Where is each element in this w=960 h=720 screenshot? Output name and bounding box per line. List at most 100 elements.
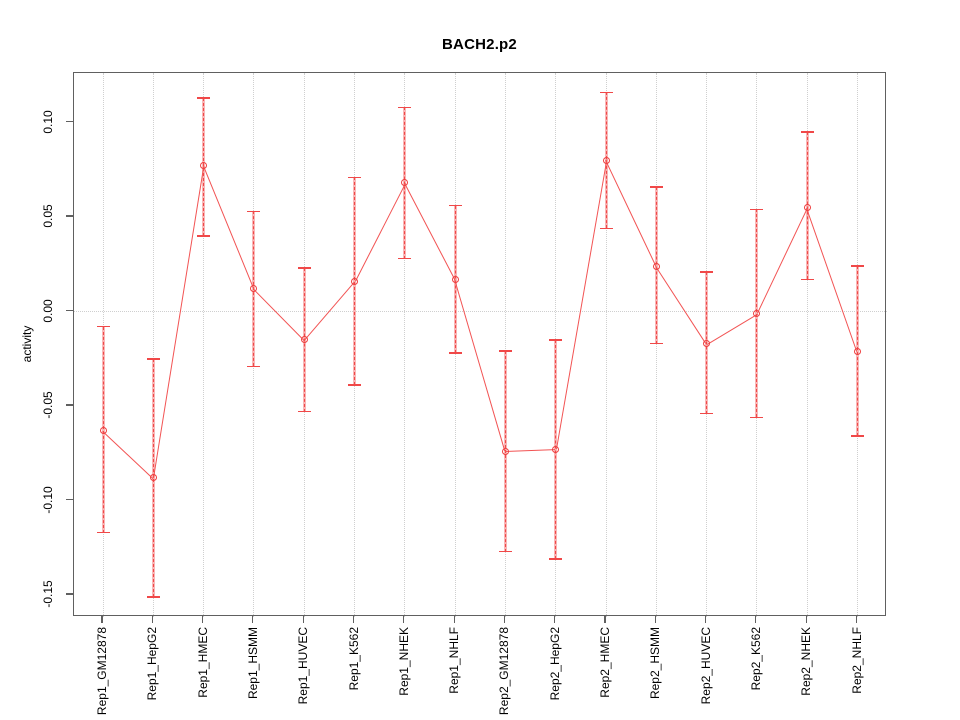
x-tick-label: Rep2_K562	[748, 627, 763, 691]
v-gridline	[203, 73, 205, 617]
x-tick-label: Rep2_NHEK	[799, 627, 814, 696]
data-point	[854, 347, 861, 355]
line-segment	[202, 165, 254, 290]
line-segment	[756, 207, 809, 314]
x-tick-label: Rep1_NHEK	[396, 627, 411, 696]
plot-area	[73, 72, 887, 617]
v-gridline	[504, 73, 506, 617]
x-tick-label: Rep2_HUVEC	[698, 627, 713, 705]
error-cap-bottom	[498, 550, 512, 553]
error-cap-bottom	[649, 342, 663, 345]
y-axis-title: activity	[20, 325, 34, 363]
line-segment	[253, 288, 305, 341]
data-point	[351, 277, 358, 285]
data-point	[652, 262, 660, 270]
error-cap-bottom	[247, 365, 261, 368]
x-tick	[151, 616, 153, 623]
x-tick	[101, 616, 103, 623]
y-tick	[66, 309, 73, 312]
error-cap-top	[750, 208, 764, 211]
x-tick	[755, 616, 757, 623]
x-tick	[453, 616, 455, 623]
error-cap-bottom	[297, 410, 311, 413]
data-point	[501, 447, 509, 455]
data-point	[149, 474, 157, 482]
data-point	[250, 285, 258, 293]
error-cap-top	[348, 176, 361, 179]
error-cap-top	[851, 265, 864, 267]
x-tick	[503, 616, 505, 623]
error-cap-bottom	[448, 352, 462, 354]
error-cap-top	[700, 271, 714, 273]
y-tick-label: -0.15	[41, 580, 55, 608]
line-segment	[354, 182, 406, 282]
data-point	[602, 156, 610, 164]
x-tick	[554, 616, 556, 623]
line-segment	[505, 449, 556, 453]
y-tick	[66, 593, 73, 595]
x-tick-label: Rep1_GM12878	[95, 627, 109, 716]
error-cap-top	[549, 339, 563, 341]
line-segment	[605, 160, 657, 267]
error-cap-bottom	[599, 227, 613, 230]
x-tick-label: Rep1_HepG2	[145, 627, 160, 701]
v-gridline	[655, 73, 657, 617]
data-point	[300, 336, 308, 344]
x-tick	[855, 616, 858, 623]
data-point	[803, 204, 811, 212]
y-tick	[66, 120, 73, 123]
y-tick	[66, 498, 73, 501]
y-tick	[66, 215, 73, 217]
x-tick-label: Rep1_HUVEC	[296, 627, 311, 705]
x-tick	[604, 616, 606, 623]
line-segment	[706, 313, 758, 345]
data-point	[552, 445, 560, 453]
x-tick-label: Rep2_GM12878	[497, 627, 512, 716]
x-tick	[202, 616, 204, 623]
data-point	[451, 275, 459, 283]
data-point	[200, 162, 208, 170]
y-tick-label: 0.10	[41, 109, 55, 134]
error-cap-top	[448, 204, 462, 207]
x-tick-label: Rep2_HSMM	[648, 627, 663, 700]
y-tick-label: 0.00	[41, 298, 55, 323]
data-point	[753, 309, 761, 317]
error-cap-bottom	[549, 558, 563, 560]
v-gridline	[152, 73, 154, 617]
y-tick	[66, 404, 73, 406]
error-cap-top	[649, 186, 663, 188]
error-cap-bottom	[197, 235, 211, 237]
line-segment	[153, 165, 205, 478]
data-point	[401, 179, 409, 187]
zero-gridline	[74, 311, 887, 312]
y-tick-label: 0.05	[41, 204, 55, 228]
data-point	[703, 340, 711, 348]
line-segment	[655, 266, 707, 345]
x-tick-label: Rep1_NHLF	[447, 627, 462, 694]
x-tick	[654, 616, 656, 623]
data-point	[99, 427, 107, 435]
v-gridline	[404, 73, 406, 617]
y-tick-label: -0.05	[41, 391, 55, 419]
x-tick-label: Rep2_HMEC	[598, 627, 612, 698]
y-tick-label: -0.10	[41, 485, 55, 514]
x-tick	[252, 616, 254, 623]
error-cap-bottom	[800, 278, 814, 281]
error-cap-top	[498, 350, 512, 352]
x-tick-label: Rep1_K562	[346, 627, 361, 691]
line-segment	[806, 207, 858, 352]
error-cap-bottom	[398, 257, 412, 260]
error-cap-top	[599, 91, 613, 93]
x-tick	[352, 616, 355, 623]
x-tick-label: Rep2_NHLF	[849, 627, 864, 694]
line-segment	[555, 160, 607, 450]
error-cap-top	[800, 131, 814, 133]
error-cap-top	[146, 358, 160, 360]
x-tick	[403, 616, 405, 623]
x-tick-label: Rep1_HMEC	[195, 627, 210, 698]
error-cap-top	[398, 106, 412, 109]
line-segment	[454, 279, 506, 452]
error-cap-top	[96, 325, 110, 328]
error-cap-bottom	[96, 531, 110, 534]
